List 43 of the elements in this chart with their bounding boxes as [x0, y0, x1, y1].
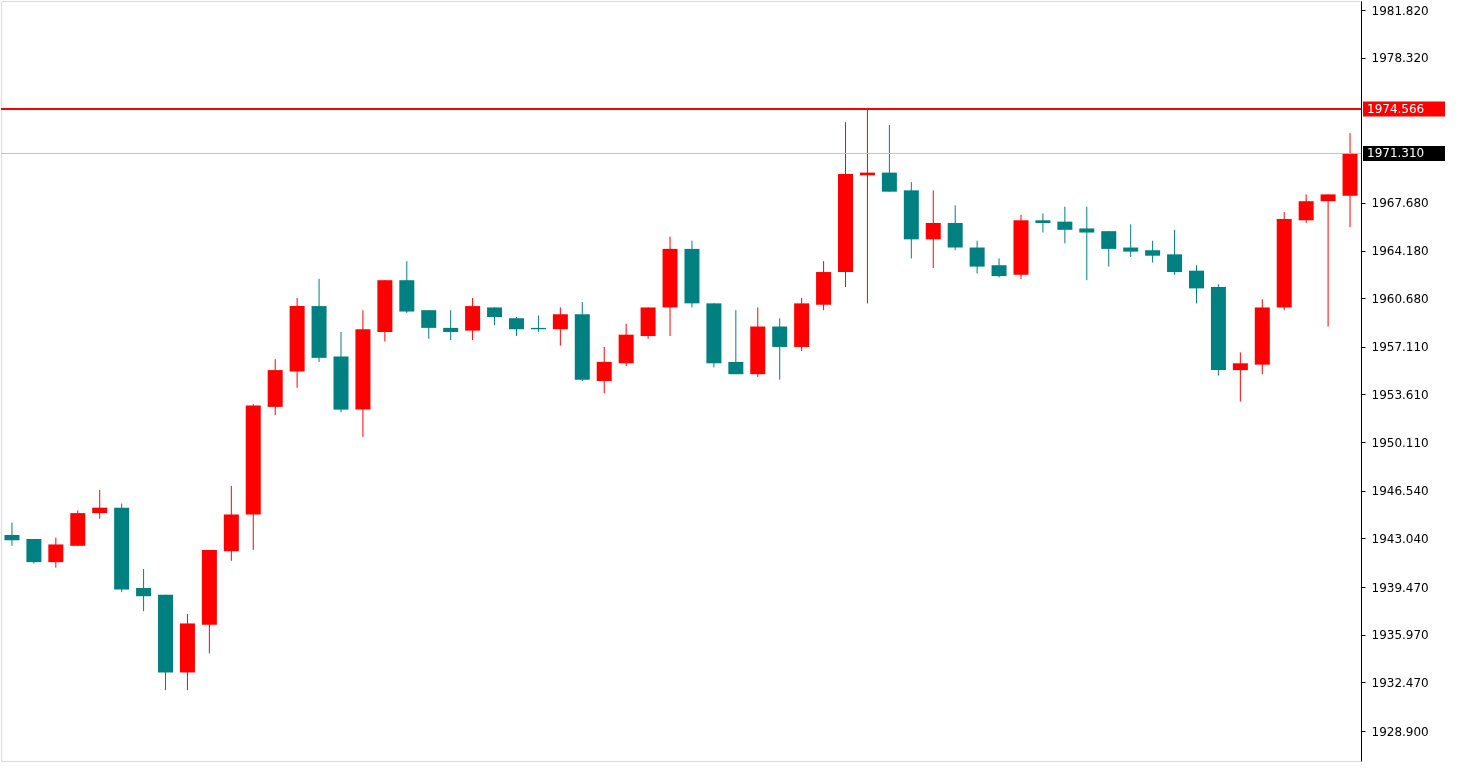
ref-line-label: 1974.566 — [1367, 102, 1425, 117]
y-tick-label: 1981.820 — [1371, 3, 1429, 18]
candlestick — [596, 346, 612, 394]
y-tick-label: 1946.540 — [1371, 484, 1429, 499]
candlestick — [772, 317, 788, 381]
candlestick — [26, 538, 42, 565]
candlestick — [4, 522, 20, 547]
candlestick — [1079, 206, 1095, 281]
candlestick — [1057, 206, 1073, 244]
ref-line-label: 1971.310 — [1367, 146, 1425, 161]
candlestick — [1101, 230, 1117, 268]
candlestick — [1145, 240, 1161, 264]
y-tick-label: 1939.470 — [1371, 580, 1429, 595]
candlestick — [552, 306, 568, 347]
candlestick — [48, 537, 64, 569]
candlestick — [969, 240, 985, 274]
y-tick-label: 1964.180 — [1371, 244, 1429, 259]
candlestick — [1232, 351, 1248, 402]
y-tick-label: 1953.610 — [1371, 387, 1429, 402]
candlestick — [1320, 193, 1336, 328]
y-tick-label: 1935.970 — [1371, 628, 1429, 643]
candlestick — [136, 568, 152, 612]
candlestick — [991, 257, 1007, 278]
y-tick-label: 1967.680 — [1371, 196, 1429, 211]
candlestick — [1123, 223, 1139, 258]
candlestick — [1035, 212, 1051, 234]
y-tick-label: 1943.040 — [1371, 531, 1429, 546]
candlestick — [92, 489, 108, 520]
candlestick — [728, 309, 744, 375]
candlestick — [508, 316, 524, 337]
y-tick-label: 1950.110 — [1371, 435, 1429, 450]
y-tick-label: 1960.680 — [1371, 291, 1429, 306]
candlestick — [443, 309, 459, 341]
y-tick-label: 1932.470 — [1371, 675, 1429, 690]
candlestick — [1298, 193, 1314, 224]
y-tick-label: 1978.320 — [1371, 51, 1429, 66]
candlestick — [421, 309, 437, 340]
candlestick — [1188, 264, 1204, 304]
candlestick — [881, 124, 897, 193]
y-tick-label: 1928.900 — [1371, 724, 1429, 739]
y-tick-label: 1957.110 — [1371, 340, 1429, 355]
candlestick — [925, 189, 941, 269]
candlestick — [1167, 229, 1183, 276]
